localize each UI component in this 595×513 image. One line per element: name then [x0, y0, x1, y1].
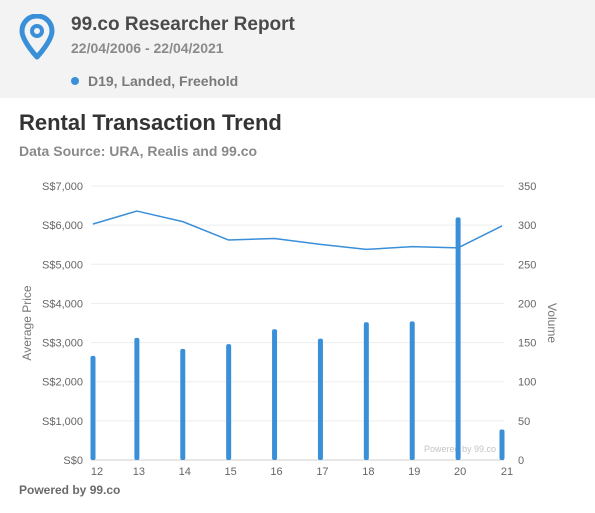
- x-tick-label: 12: [91, 466, 103, 478]
- left-tick-label: S$1,000: [42, 416, 83, 428]
- right-tick-label: 0: [518, 455, 524, 467]
- left-tick-label: S$4,000: [42, 298, 83, 310]
- x-tick-label: 17: [316, 466, 328, 478]
- x-tick-label: 15: [225, 466, 237, 478]
- report-title: 99.co Researcher Report: [71, 14, 295, 35]
- volume-bar: [90, 355, 96, 460]
- left-tick-label: S$2,000: [42, 377, 83, 389]
- left-tick-label: S$3,000: [42, 338, 83, 350]
- volume-bar: [272, 329, 278, 460]
- right-tick-label: 250: [518, 259, 536, 271]
- x-tick-label: 21: [501, 466, 513, 478]
- left-tick-label: S$5,000: [42, 259, 83, 271]
- report-header: 99.co Researcher Report 22/04/2006 - 22/…: [0, 0, 595, 98]
- volume-bar: [226, 344, 232, 460]
- left-tick-label: S$0: [63, 455, 83, 467]
- left-axis-title: Average Price: [20, 285, 34, 360]
- x-tick-label: 19: [408, 466, 420, 478]
- right-tick-label: 350: [518, 181, 536, 193]
- chart-title: Rental Transaction Trend: [19, 110, 282, 135]
- right-tick-label: 150: [518, 338, 536, 350]
- right-tick-label: 50: [518, 416, 530, 428]
- average-price-line: [92, 210, 503, 251]
- right-axis-title: Volume: [545, 303, 559, 343]
- footer-powered-by: Powered by 99.co: [19, 483, 121, 497]
- map-pin-icon: [19, 14, 55, 60]
- report-date-range: 22/04/2006 - 22/04/2021: [71, 40, 224, 56]
- right-tick-label: 300: [518, 220, 536, 232]
- filter-dot-icon: [71, 77, 79, 85]
- x-tick-label: 14: [179, 466, 191, 478]
- left-tick-label: S$7,000: [42, 181, 83, 193]
- left-tick-label: S$6,000: [42, 220, 83, 232]
- volume-bar: [455, 217, 461, 460]
- volume-bar: [317, 338, 323, 460]
- x-tick-label: 16: [270, 466, 282, 478]
- volume-bar: [363, 322, 369, 460]
- right-tick-label: 200: [518, 298, 536, 310]
- x-tick-label: 13: [133, 466, 145, 478]
- volume-bar: [409, 321, 415, 460]
- x-tick-label: 20: [454, 466, 466, 478]
- x-tick-label: 18: [362, 466, 374, 478]
- right-tick-label: 100: [518, 377, 536, 389]
- chart-source: Data Source: URA, Realis and 99.co: [19, 143, 258, 159]
- volume-bar: [180, 348, 186, 460]
- volume-bar: [499, 429, 505, 460]
- rental-trend-chart: S$0 0 S$1,000 50 S$2,000 100 S$3,000 150 S$4,000…: [20, 181, 559, 478]
- filter-label: D19, Landed, Freehold: [88, 73, 239, 89]
- volume-bar: [134, 337, 140, 460]
